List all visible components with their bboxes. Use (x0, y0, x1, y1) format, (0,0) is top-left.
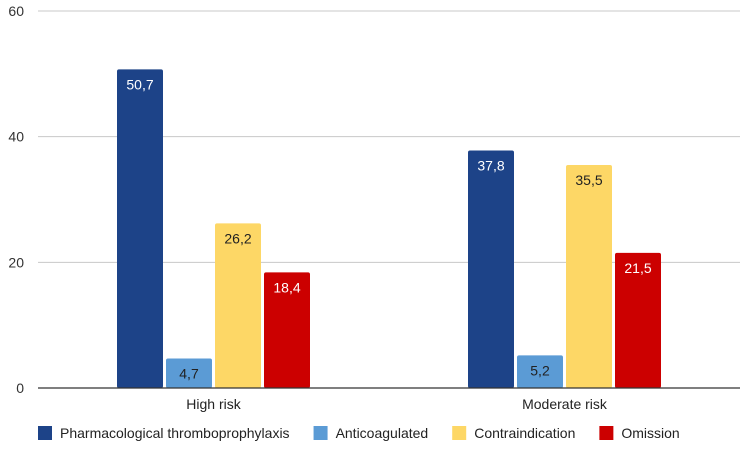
y-tick-label: 0 (16, 380, 24, 396)
y-tick-label: 20 (8, 254, 24, 270)
bar-value-label: 5,2 (530, 362, 550, 378)
bar-value-label: 26,2 (224, 230, 251, 246)
x-axis-categories: High risk Moderate risk (186, 396, 608, 412)
legend-swatch (313, 426, 328, 440)
bar-omission-high-risk (264, 272, 310, 388)
bars: 50,7 4,7 26,2 18,4 37,8 5,2 35,5 21,5 (117, 69, 661, 388)
bar-value-label: 18,4 (273, 279, 300, 295)
bar-value-label: 21,5 (624, 260, 651, 276)
bar-anticoagulated-moderate-risk (517, 355, 563, 388)
legend: Pharmacological thromboprophylaxis Antico… (38, 425, 680, 441)
legend-swatch (38, 426, 52, 440)
bar-contraindication-high-risk (215, 223, 261, 388)
bar-pharmacological-thromboprophylaxis-high-risk (117, 69, 163, 388)
bar-value-label: 37,8 (477, 157, 504, 173)
legend-label: Anticoagulated (336, 425, 429, 441)
bar-value-label: 50,7 (126, 76, 153, 92)
x-category-label: Moderate risk (522, 396, 608, 412)
bar-value-label: 4,7 (179, 365, 199, 381)
legend-label: Contraindication (474, 425, 575, 441)
bar-anticoagulated-high-risk (166, 358, 212, 388)
y-tick-label: 60 (8, 3, 24, 19)
legend-label: Pharmacological thromboprophylaxis (60, 425, 290, 441)
y-axis-ticks: 0 20 40 60 (8, 3, 24, 396)
y-tick-label: 40 (8, 129, 24, 145)
bar-contraindication-moderate-risk (566, 164, 612, 388)
legend-label: Omission (621, 425, 679, 441)
legend-swatch (599, 426, 614, 440)
legend-swatch (452, 426, 467, 440)
bar-omission-moderate-risk (615, 252, 661, 388)
bar-value-label: 35,5 (575, 172, 602, 188)
x-category-label: High risk (186, 396, 241, 412)
bar-pharmacological-thromboprophylaxis-moderate-risk (468, 150, 514, 388)
